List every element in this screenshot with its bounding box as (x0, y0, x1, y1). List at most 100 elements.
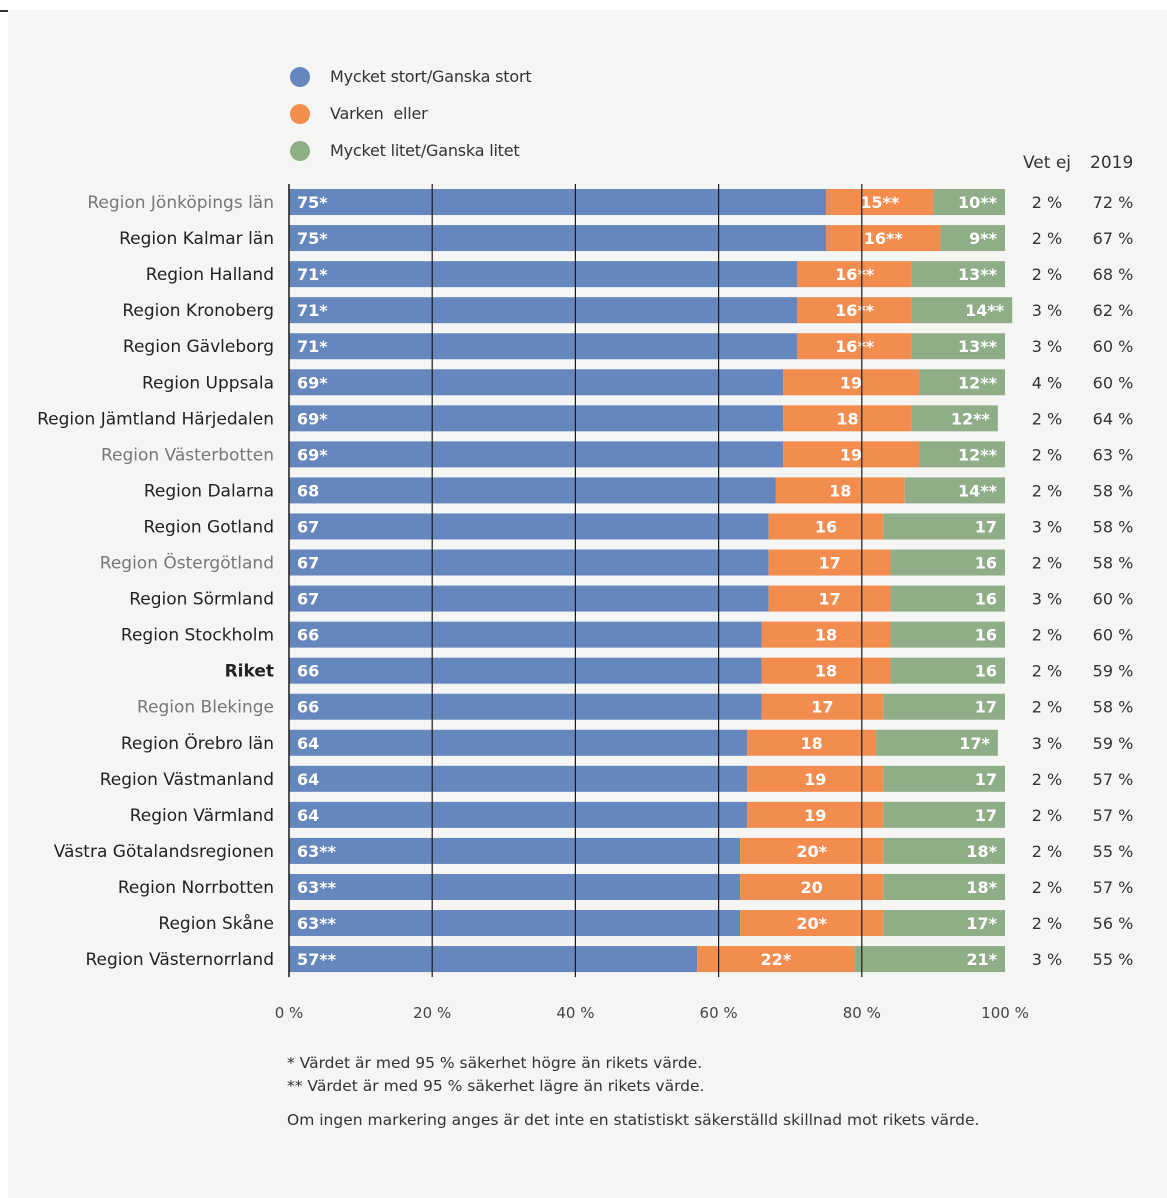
bar-value-label: 18* (966, 842, 997, 861)
bar-value-label: 18 (815, 662, 837, 681)
year-2019-value: 67 % (1093, 229, 1134, 248)
footnotes: * Värdet är med 95 % säkerhet högre än r… (287, 1052, 979, 1132)
bar-segment-8-0 (289, 477, 776, 503)
bar-value-label: 71* (297, 265, 328, 284)
bar-value-label: 66 (297, 698, 319, 717)
bar-value-label: 17 (818, 554, 840, 573)
bar-value-label: 20* (796, 914, 827, 933)
category-label: Region Västmanland (100, 770, 274, 790)
year-2019-value: 62 % (1093, 301, 1134, 320)
footnote-none: Om ingen markering anges är det inte en … (287, 1109, 979, 1132)
category-label: Region Jönköpings län (87, 193, 274, 213)
bar-value-label: 17 (818, 590, 840, 609)
vet-ej-value: 4 % (1032, 373, 1062, 392)
bar-value-label: 67 (297, 554, 319, 573)
category-label: Region Västerbotten (101, 445, 274, 465)
category-label: Region Stockholm (121, 626, 274, 646)
vet-ej-value: 2 % (1032, 662, 1062, 681)
bar-value-label: 75* (297, 193, 328, 212)
bar-segment-3-0 (289, 297, 797, 323)
bar-segment-4-0 (289, 333, 797, 359)
x-tick-label: 80 % (843, 1004, 881, 1022)
vet-ej-value: 3 % (1032, 590, 1062, 609)
category-label: Region Uppsala (142, 373, 274, 393)
bar-value-label: 16 (975, 626, 997, 645)
bar-value-label: 21* (966, 950, 997, 969)
bar-segment-17-0 (289, 802, 747, 828)
bar-segment-15-0 (289, 730, 747, 756)
bar-value-label: 71* (297, 301, 328, 320)
year-2019-value: 64 % (1093, 409, 1134, 428)
year-2019-value: 57 % (1093, 878, 1134, 897)
bar-value-label: 16 (975, 554, 997, 573)
vet-ej-value: 3 % (1032, 517, 1062, 536)
bar-value-label: 19 (804, 770, 826, 789)
bar-value-label: 16 (815, 517, 837, 536)
category-label: Region Gävleborg (123, 337, 274, 357)
vet-ej-value: 2 % (1032, 409, 1062, 428)
vet-ej-value: 2 % (1032, 626, 1062, 645)
category-label: Västra Götalandsregionen (54, 842, 274, 862)
vet-ej-value: 2 % (1032, 445, 1062, 464)
vet-ej-value: 2 % (1032, 806, 1062, 825)
bar-value-label: 19 (840, 373, 862, 392)
bar-value-label: 12** (958, 373, 998, 392)
bar-value-label: 18 (815, 626, 837, 645)
bar-value-label: 69* (297, 445, 328, 464)
bar-value-label: 12** (958, 445, 998, 464)
bar-segment-12-0 (289, 622, 762, 648)
bar-value-label: 15** (860, 193, 900, 212)
bar-value-label: 16** (835, 337, 875, 356)
bar-value-label: 68 (297, 481, 319, 500)
vet-ej-value: 2 % (1032, 914, 1062, 933)
vet-ej-value: 2 % (1032, 878, 1062, 897)
year-2019-value: 58 % (1093, 554, 1134, 573)
bar-value-label: 18 (801, 734, 823, 753)
bar-value-label: 63** (297, 914, 337, 933)
year-2019-value: 60 % (1093, 373, 1134, 392)
category-label: Region Norrbotten (118, 878, 274, 898)
bar-value-label: 17 (975, 698, 997, 717)
footnote-higher: * Värdet är med 95 % säkerhet högre än r… (287, 1052, 979, 1075)
category-label: Region Jämtland Härjedalen (37, 409, 274, 429)
bar-value-label: 17 (811, 698, 833, 717)
bar-value-label: 10** (958, 193, 998, 212)
bar-value-label: 17* (966, 914, 997, 933)
bar-value-label: 71* (297, 337, 328, 356)
bar-value-label: 18* (966, 878, 997, 897)
category-label: Region Västernorrland (85, 950, 274, 970)
bar-value-label: 66 (297, 626, 319, 645)
vet-ej-value: 3 % (1032, 950, 1062, 969)
x-tick-label: 100 % (981, 1004, 1029, 1022)
bar-value-label: 13** (958, 337, 998, 356)
bar-value-label: 17 (975, 770, 997, 789)
stacked-bar-chart: 75* 15** 10**Region Jönköpings län 2 % 72 %7… (0, 0, 1167, 1040)
bar-value-label: 14** (965, 301, 1005, 320)
year-2019-value: 60 % (1093, 590, 1134, 609)
bar-value-label: 16** (835, 265, 875, 284)
category-label: Region Värmland (130, 806, 274, 826)
vet-ej-value: 3 % (1032, 301, 1062, 320)
year-2019-value: 58 % (1093, 481, 1134, 500)
x-tick-label: 20 % (413, 1004, 451, 1022)
bar-segment-1-0 (289, 225, 826, 251)
bar-segment-11-0 (289, 586, 769, 612)
bar-value-label: 64 (297, 770, 319, 789)
bar-segment-10-0 (289, 550, 769, 576)
year-2019-value: 59 % (1093, 734, 1134, 753)
category-label: Region Blekinge (137, 698, 274, 718)
x-tick-label: 60 % (700, 1004, 738, 1022)
x-tick-label: 40 % (556, 1004, 594, 1022)
bar-value-label: 19 (804, 806, 826, 825)
bar-value-label: 64 (297, 734, 319, 753)
vet-ej-value: 2 % (1032, 229, 1062, 248)
bar-segment-18-0 (289, 838, 740, 864)
bar-value-label: 16 (975, 662, 997, 681)
vet-ej-value: 2 % (1032, 193, 1062, 212)
vet-ej-value: 2 % (1032, 770, 1062, 789)
bar-value-label: 17 (975, 517, 997, 536)
bar-value-label: 75* (297, 229, 328, 248)
footnote-lower: ** Värdet är med 95 % säkerhet lägre än … (287, 1075, 979, 1098)
year-2019-value: 63 % (1093, 445, 1134, 464)
year-2019-value: 55 % (1093, 842, 1134, 861)
